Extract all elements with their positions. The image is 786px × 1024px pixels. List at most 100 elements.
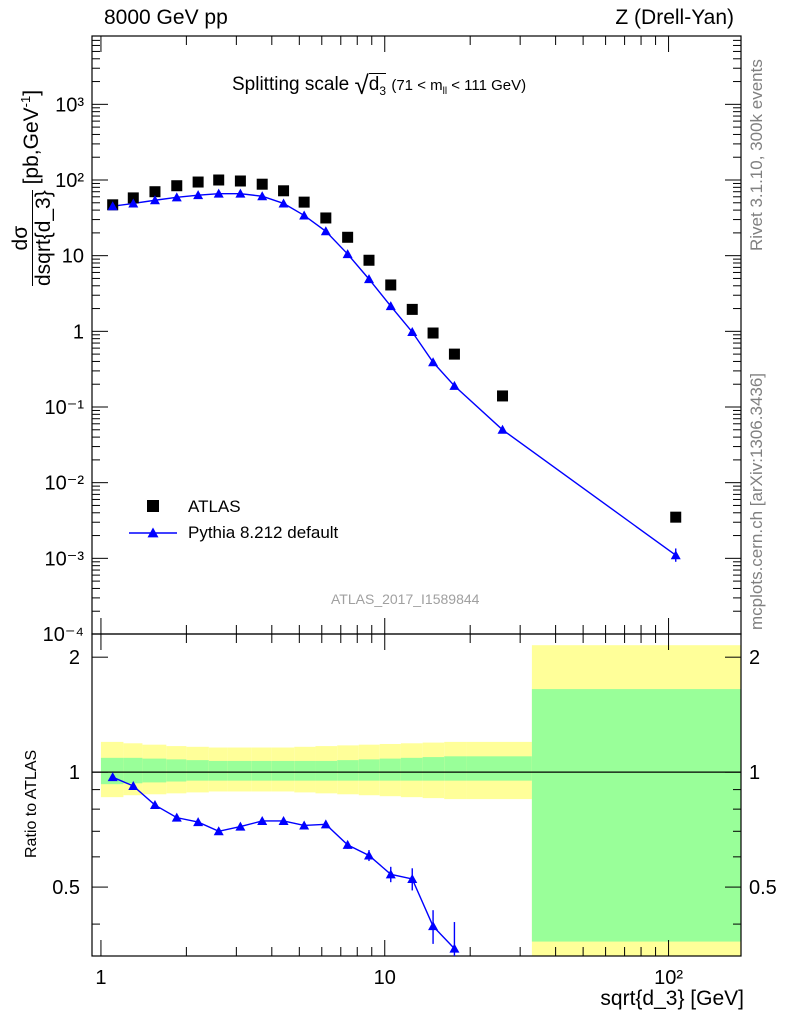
x-axis-ticks (100, 36, 670, 956)
ratio-tick-label-left: 1 (69, 762, 80, 784)
atlas-point (363, 254, 375, 266)
band-inner-6 (227, 760, 252, 781)
pythia-points-main (107, 188, 681, 562)
y-tick-label-main: 10² (55, 170, 84, 192)
pythia-point (193, 190, 204, 200)
atlas-point (427, 327, 439, 339)
y-tick-label-main: 10³ (55, 94, 84, 116)
x-tick-label: 10 (374, 967, 396, 989)
legend-pythia-marker (147, 527, 159, 538)
ratio-tick-label-right: 1 (749, 762, 760, 784)
x-axis-title: sqrt{d_3} [GeV] (600, 987, 744, 1010)
band-inner-4 (186, 760, 209, 781)
y-tick-label-main: 10 (62, 246, 84, 268)
plot-title-range: (71 < mll < 111 GeV) (391, 77, 527, 97)
ratio-point (278, 815, 289, 825)
atlas-point (127, 192, 139, 204)
ratio-point (257, 815, 268, 825)
pythia-point (363, 274, 374, 284)
y-tick-label-main: 10⁻⁴ (43, 624, 84, 646)
header-left-label: 8000 GeV pp (104, 6, 228, 29)
atlas-point (213, 174, 225, 186)
pythia-point (428, 357, 439, 367)
y-tick-label-main: 10⁻³ (45, 548, 85, 570)
pythia-point (385, 301, 396, 311)
atlas-point (192, 176, 204, 188)
ratio-tick-label-left: 2 (69, 647, 80, 669)
band-inner-9 (294, 760, 316, 781)
ratio-point (407, 873, 418, 883)
band-inner-0 (100, 757, 124, 785)
ratio-point (171, 812, 182, 822)
band-inner-17 (466, 756, 532, 781)
rivet-version-label: Rivet 3.1.10, 300k events (747, 59, 766, 251)
atlas-point (670, 511, 682, 523)
ratio-point (449, 943, 460, 953)
analysis-id-label: ATLAS_2017_I1589844 (331, 591, 480, 607)
ratio-point (428, 921, 439, 931)
ratio-point (193, 817, 204, 827)
y-tick-label-main: 10⁻¹ (45, 397, 85, 419)
main-axis-ticks (92, 35, 741, 635)
band-inner-8 (271, 760, 295, 781)
sqrt-symbol: √ (354, 70, 369, 100)
atlas-point (278, 185, 290, 197)
ratio-point (299, 820, 310, 830)
legend-atlas-label: ATLAS (188, 497, 241, 516)
plot-title-var: d3 (368, 73, 387, 98)
main-y-tick-labels: 10⁻⁴ 10⁻³ 10⁻² 10⁻¹ 1 10 10² 10³ (43, 94, 85, 646)
atlas-point (149, 186, 161, 198)
band-inner-7 (251, 760, 272, 781)
band-inner-11 (337, 760, 359, 781)
ratio-uncertainty-bands (100, 645, 741, 956)
ratio-point (363, 850, 374, 860)
pythia-point (342, 249, 353, 259)
y-axis-title-ratio: Ratio to ATLAS (23, 749, 40, 858)
pythia-point (449, 380, 460, 390)
atlas-point (385, 279, 397, 291)
ratio-point (149, 800, 160, 810)
pythia-point (171, 192, 182, 202)
pythia-point (257, 191, 268, 201)
plot-title: Splitting scale √d3 (71 < mll < 111 GeV) (232, 66, 527, 100)
atlas-point (497, 390, 509, 402)
ratio-panel-frame (91, 633, 742, 957)
y-axis-title-main: dσ dsqrt{d_3} [pb,GeV-1] (9, 89, 56, 286)
ratio-axis-ticks (92, 656, 741, 925)
ratio-tick-label-right: 0.5 (749, 877, 777, 899)
legend-atlas-marker (147, 500, 159, 512)
y-tick-label-main: 1 (73, 321, 84, 343)
ratio-point (320, 819, 331, 829)
pythia-point (128, 198, 139, 208)
ratio-point (342, 839, 353, 849)
ratio-point (385, 869, 396, 879)
x-tick-labels: 1 10 10² (95, 967, 683, 989)
pythia-point (278, 198, 289, 208)
pythia-point (107, 201, 118, 211)
pythia-point (213, 188, 224, 198)
band-inner-12 (358, 759, 380, 781)
atlas-point (406, 303, 418, 315)
header-right-label: Z (Drell-Yan) (615, 6, 734, 29)
ratio-y-tick-labels: 0.5 0.5 1 1 2 2 (52, 647, 777, 899)
ratio-point (235, 821, 246, 831)
pythia-point (320, 226, 331, 236)
legend-markers (129, 500, 177, 538)
band-inner-15 (422, 757, 445, 781)
x-tick-label: 1 (95, 967, 106, 989)
ratio-tick-label-left: 0.5 (52, 877, 80, 899)
mcplots-reference-label: mcplots.cern.ch [arXiv:1306.3436] (747, 372, 766, 630)
atlas-point (342, 231, 354, 243)
band-inner-10 (315, 760, 338, 781)
ratio-point (107, 772, 118, 782)
band-inner-16 (444, 756, 467, 781)
band-inner-14 (400, 757, 423, 781)
y-tick-label-main: 10⁻² (45, 473, 85, 495)
pythia-point (407, 326, 418, 336)
ratio-point (213, 826, 224, 836)
pythia-point (235, 188, 246, 198)
atlas-point (448, 348, 460, 360)
band-inner-2 (142, 758, 167, 783)
pythia-point (497, 424, 508, 434)
